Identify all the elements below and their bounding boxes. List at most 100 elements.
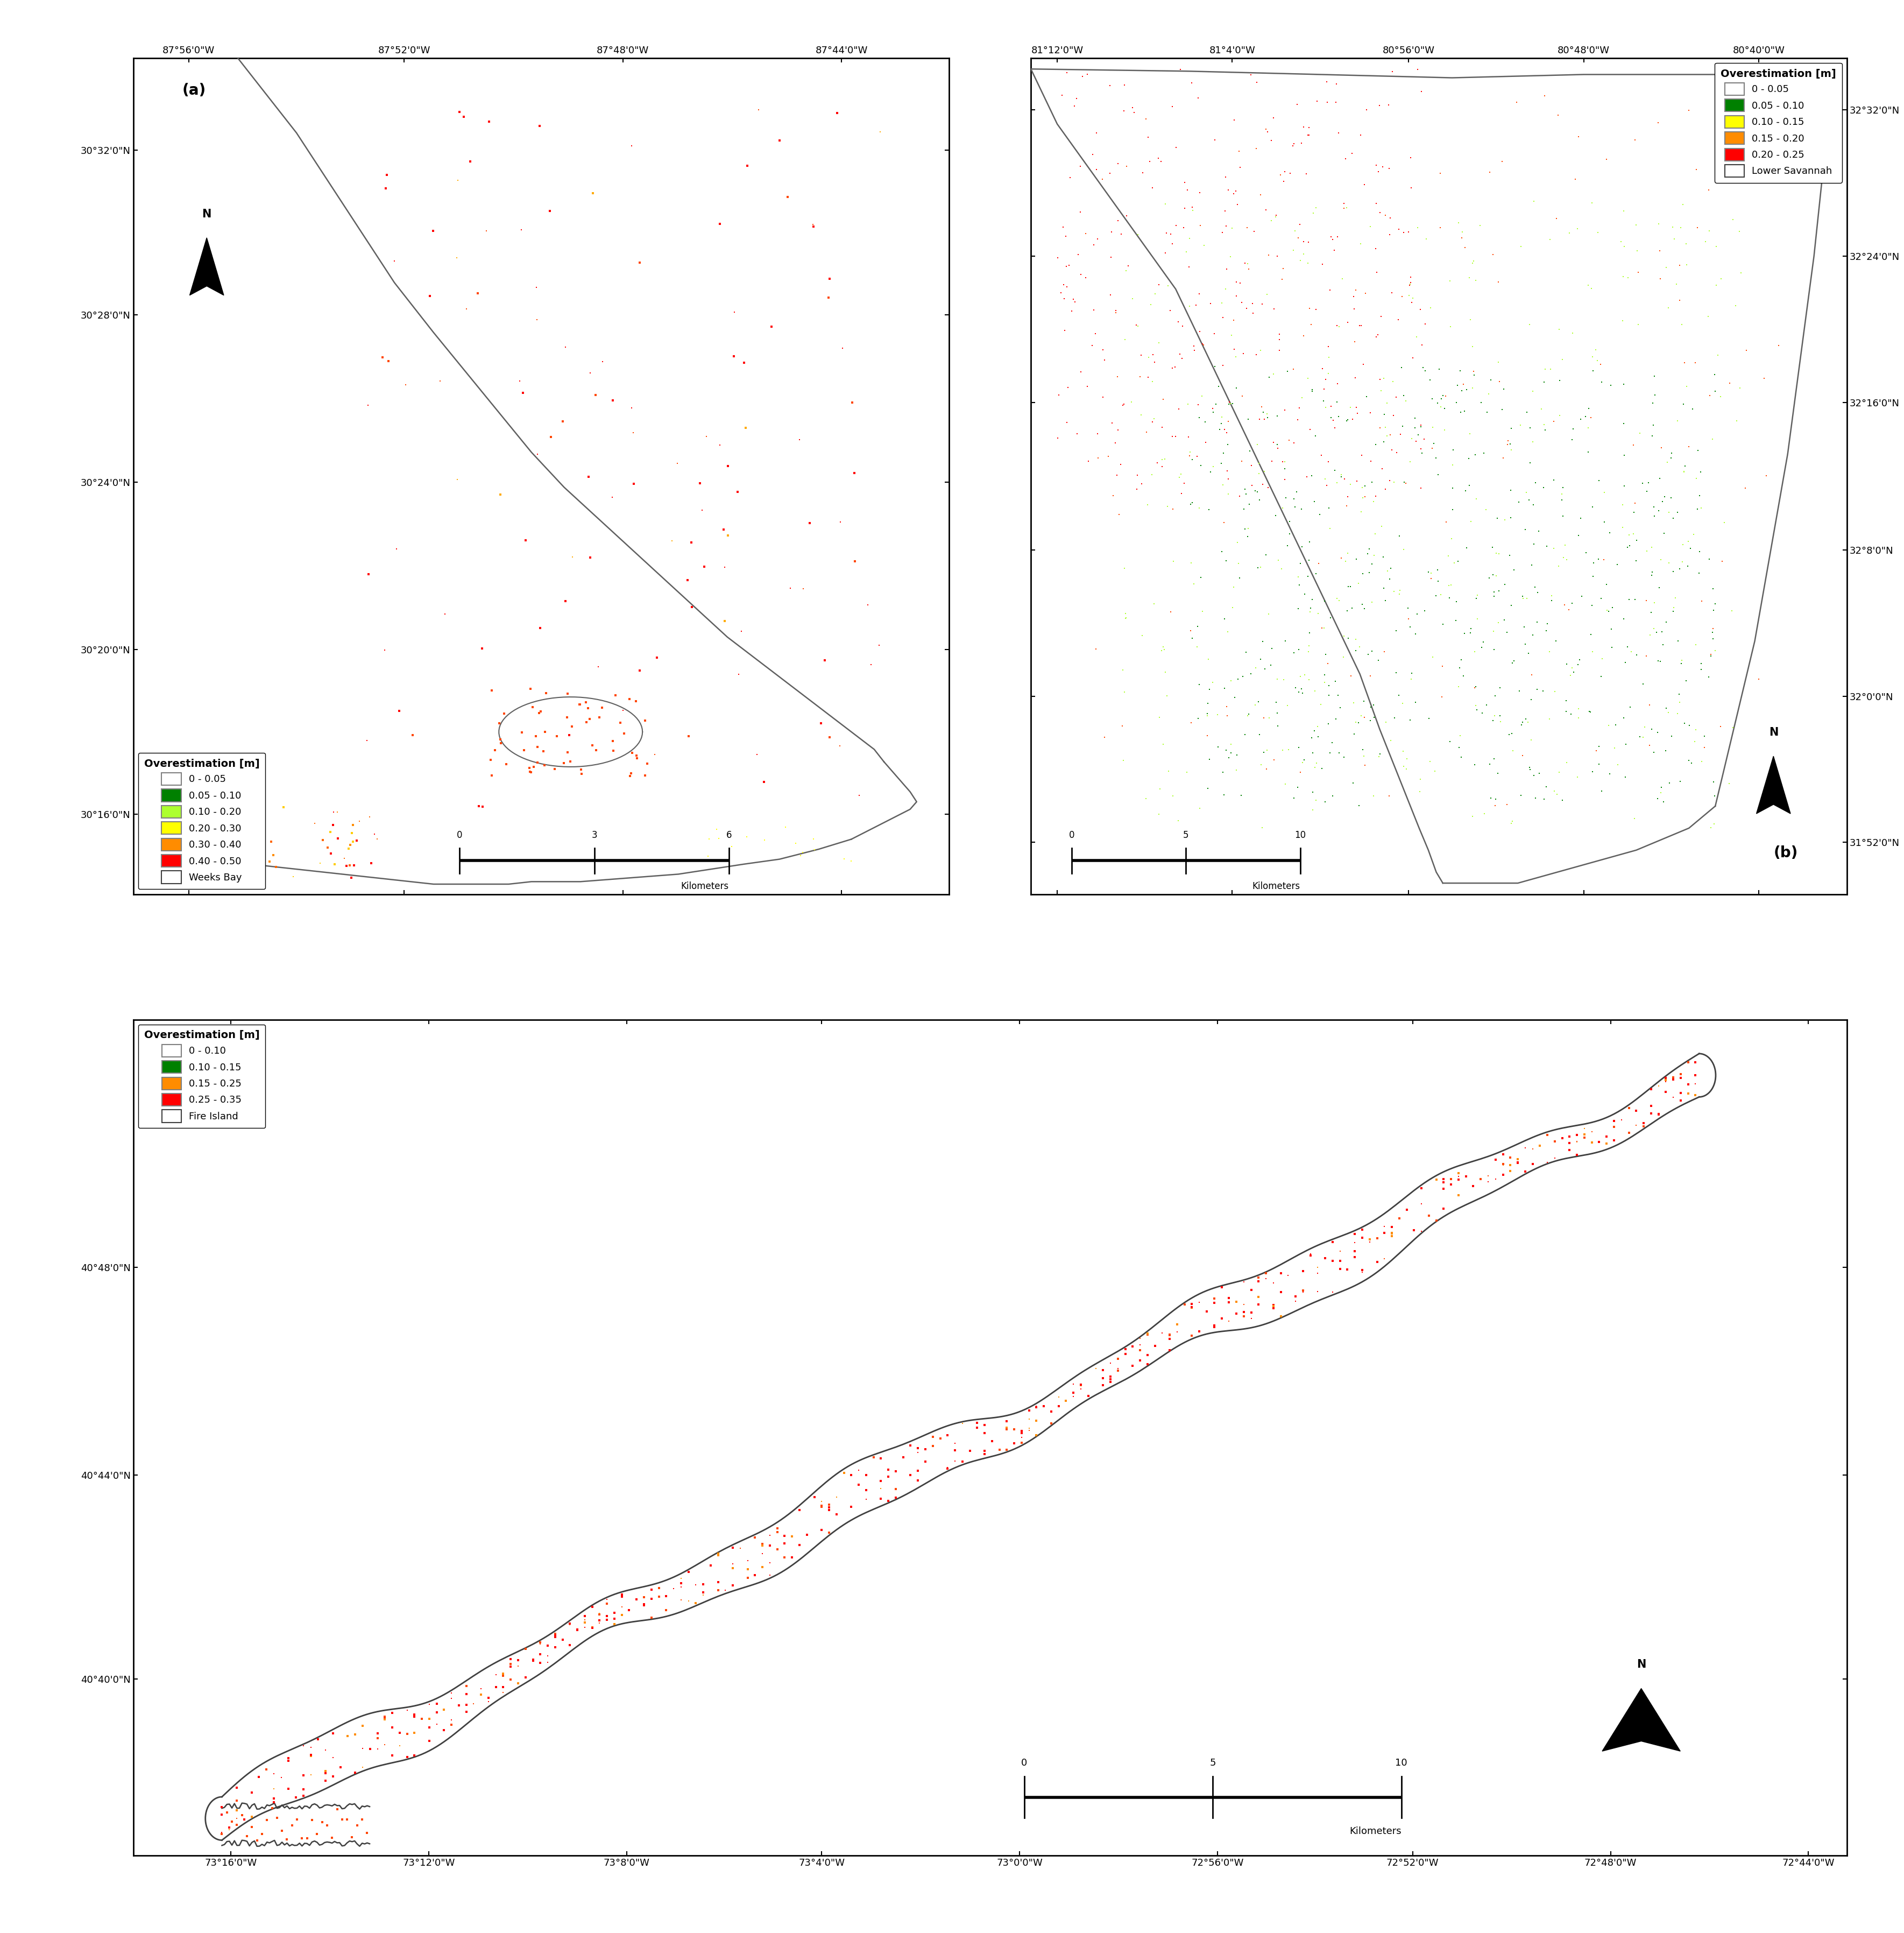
Point bbox=[1148, 632, 1179, 663]
Point bbox=[1519, 186, 1550, 216]
Point bbox=[489, 698, 520, 729]
Point bbox=[1217, 665, 1247, 696]
Point bbox=[1184, 1316, 1215, 1347]
Point bbox=[1177, 1320, 1207, 1351]
Point bbox=[1314, 342, 1344, 373]
Point bbox=[1213, 174, 1243, 205]
Point bbox=[992, 1415, 1022, 1446]
Point bbox=[1306, 688, 1337, 719]
Point bbox=[541, 1622, 571, 1653]
Point bbox=[1422, 566, 1453, 597]
Point bbox=[554, 1608, 585, 1639]
Point bbox=[1287, 1276, 1318, 1307]
Point bbox=[1700, 375, 1731, 406]
Point bbox=[1350, 481, 1380, 512]
Point bbox=[1533, 1146, 1563, 1177]
Point bbox=[381, 534, 411, 564]
Point bbox=[305, 847, 335, 878]
Point bbox=[1150, 238, 1180, 269]
Point bbox=[1125, 1334, 1156, 1365]
Point bbox=[1679, 518, 1710, 549]
Point bbox=[470, 216, 501, 247]
Point bbox=[859, 1442, 889, 1473]
Point bbox=[137, 806, 168, 837]
Point bbox=[1540, 677, 1571, 707]
Point bbox=[1097, 242, 1127, 273]
Point bbox=[556, 711, 586, 742]
Point bbox=[1295, 593, 1325, 624]
Point bbox=[1607, 489, 1637, 520]
Point bbox=[1445, 396, 1476, 427]
Point bbox=[1596, 369, 1626, 400]
Point bbox=[1053, 371, 1083, 402]
Point bbox=[1396, 143, 1426, 174]
Point bbox=[1636, 1075, 1666, 1106]
Point bbox=[1139, 588, 1169, 619]
Point bbox=[1377, 276, 1407, 307]
Point bbox=[1510, 1156, 1540, 1187]
Point bbox=[1497, 648, 1527, 678]
Point bbox=[1377, 1218, 1407, 1249]
Point bbox=[541, 1620, 571, 1651]
Point bbox=[1300, 748, 1331, 779]
Point bbox=[1512, 706, 1542, 736]
Point bbox=[1668, 389, 1698, 419]
Point bbox=[1630, 711, 1660, 742]
Point bbox=[1356, 398, 1386, 429]
Point bbox=[1335, 470, 1365, 501]
Point bbox=[1287, 1256, 1318, 1287]
Point bbox=[1428, 1168, 1458, 1198]
Point bbox=[1571, 402, 1601, 433]
Point bbox=[400, 1717, 430, 1747]
Point bbox=[1441, 605, 1472, 636]
Point bbox=[564, 688, 594, 719]
Point bbox=[1504, 677, 1535, 707]
Point bbox=[1340, 624, 1371, 655]
Point bbox=[1548, 344, 1578, 375]
Point bbox=[1217, 736, 1247, 767]
Point bbox=[451, 1695, 482, 1726]
Point bbox=[1392, 1195, 1422, 1226]
Point bbox=[322, 796, 352, 827]
Point bbox=[261, 1802, 291, 1832]
Point bbox=[687, 1579, 718, 1610]
Point bbox=[310, 1734, 341, 1765]
Point bbox=[1479, 783, 1510, 814]
Point bbox=[1487, 1150, 1517, 1181]
Point bbox=[1163, 305, 1194, 336]
Point bbox=[1259, 1293, 1289, 1324]
Point bbox=[1207, 350, 1238, 381]
Point bbox=[1554, 1135, 1584, 1166]
Point bbox=[436, 1684, 466, 1715]
Point bbox=[1232, 213, 1262, 244]
Point bbox=[1207, 756, 1238, 787]
Point bbox=[1474, 1166, 1504, 1197]
Point bbox=[1674, 709, 1704, 740]
Point bbox=[1731, 334, 1761, 365]
Point bbox=[1150, 657, 1180, 688]
Point bbox=[1331, 143, 1361, 174]
Point bbox=[840, 458, 870, 489]
Point bbox=[680, 1570, 710, 1601]
Point bbox=[1371, 421, 1401, 452]
Point bbox=[1485, 700, 1516, 731]
Point bbox=[1200, 124, 1230, 155]
Point bbox=[743, 738, 773, 769]
Point bbox=[312, 831, 343, 862]
Point bbox=[585, 1604, 615, 1635]
Point bbox=[1369, 1243, 1399, 1274]
Point bbox=[415, 280, 446, 311]
Point bbox=[746, 1552, 777, 1583]
Point bbox=[1529, 81, 1559, 112]
Point bbox=[1087, 334, 1118, 365]
Point bbox=[1327, 543, 1358, 574]
Point bbox=[1369, 363, 1399, 394]
Point bbox=[1241, 338, 1272, 369]
Point bbox=[1243, 719, 1274, 750]
Point bbox=[1679, 1069, 1710, 1100]
Point bbox=[1287, 677, 1318, 707]
Point bbox=[1666, 213, 1696, 244]
Point bbox=[1215, 742, 1245, 773]
Point bbox=[1445, 356, 1476, 387]
Point bbox=[1201, 700, 1232, 731]
